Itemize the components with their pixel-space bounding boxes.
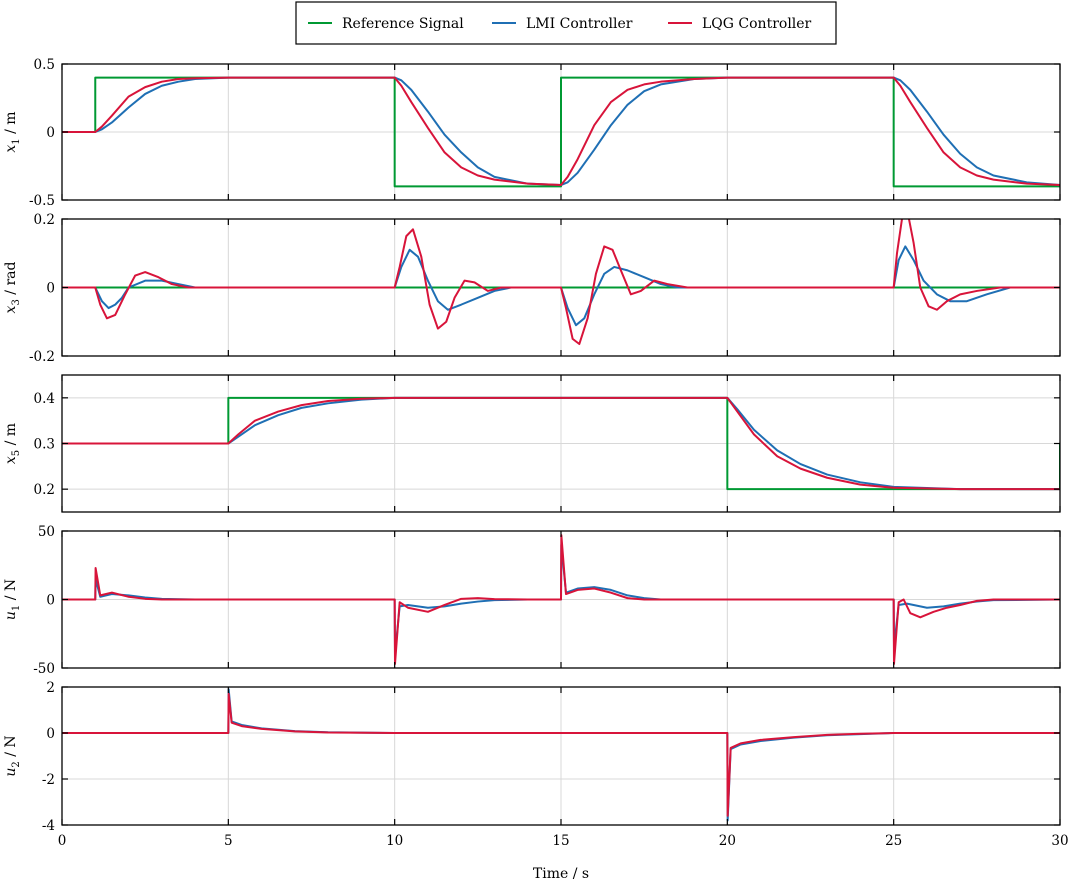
y-tick-label: 0: [46, 593, 55, 609]
x-tick-label: 30: [1051, 833, 1068, 849]
y-tick-label: 0.4: [34, 391, 55, 407]
y-tick-label: -50: [33, 661, 55, 677]
x-tick-label: 20: [719, 833, 736, 849]
legend-label: Reference Signal: [342, 16, 464, 32]
series-lqg-controller: [62, 219, 1060, 346]
y-tick-label: 0.2: [34, 482, 55, 498]
y-tick-label: 0: [46, 281, 55, 297]
y-tick-label: 2: [46, 680, 55, 696]
legend-label: LQG Controller: [702, 16, 812, 32]
y-tick-label: 0.3: [34, 437, 55, 453]
y-tick-label: 0.5: [34, 57, 55, 73]
series-lqg-controller: [62, 76, 1060, 187]
series-group: [62, 396, 1060, 491]
y-axis-label: u2 / N: [3, 735, 22, 776]
y-axis-label: x3 / rad: [3, 262, 22, 314]
x-tick-label: 5: [224, 833, 233, 849]
x-tick-label: 25: [885, 833, 902, 849]
y-axis-label: x5 / m: [3, 423, 22, 464]
y-tick-label: -0.5: [29, 193, 55, 209]
y-tick-label: -2: [42, 772, 55, 788]
y-axis-label: u1 / N: [3, 579, 22, 620]
series-lqg-controller: [62, 692, 1060, 817]
legend-box: [295, 1, 837, 45]
panel-1: 0.5 0 -0.5 x1 / m: [3, 57, 1061, 209]
x-tick-label: 15: [552, 833, 569, 849]
series-group: [62, 688, 1060, 822]
y-tick-label: 0: [46, 726, 55, 742]
y-tick-label: 0: [46, 125, 55, 141]
series-group: [62, 219, 1060, 346]
y-tick-label: -4: [42, 818, 55, 834]
panels: 0.5 0 -0.5 x1 / m 0.2 0 -0.2 x3 / rad 0.4 0.3 0.2 x…: [3, 57, 1069, 849]
y-axis-label: x1 / m: [3, 111, 22, 152]
y-tick-label: 50: [38, 524, 55, 540]
x-tick-label: 10: [386, 833, 403, 849]
legend: Reference Signal LMI Controller LQG Contro…: [295, 1, 837, 45]
panel-5: 20-2-4u2 / N0 5 10 15 20 25 30: [3, 680, 1069, 849]
x-tick-label: 0: [58, 833, 67, 849]
series-reference-signal: [62, 76, 1060, 188]
series-group: [62, 76, 1060, 188]
panel-2: 0.2 0 -0.2 x3 / rad: [3, 212, 1061, 365]
x-axis-label: Time / s: [533, 866, 589, 882]
y-tick-label: -0.2: [29, 349, 55, 365]
panel-4: 50 0 -50 u1 / N: [3, 524, 1061, 677]
y-tick-label: 0.2: [34, 212, 55, 228]
series-lqg-controller: [62, 396, 1060, 491]
legend-label: LMI Controller: [526, 16, 633, 32]
panel-3: 0.4 0.3 0.2 x5 / m: [3, 374, 1061, 513]
